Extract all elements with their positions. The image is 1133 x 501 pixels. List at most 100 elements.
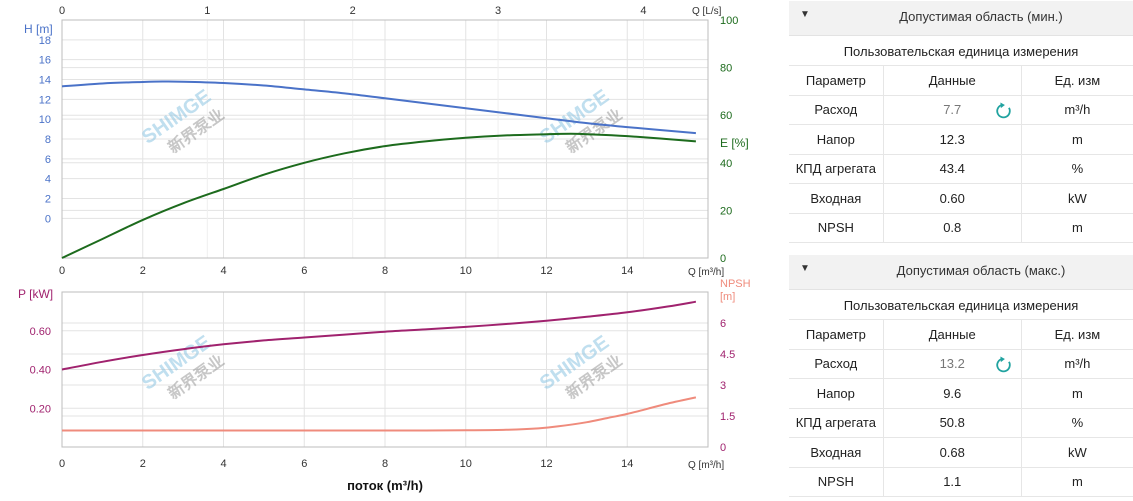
max-range-header[interactable]: ▼ Допустимая область (макс.) [789,255,1133,290]
x-tick-label: 14 [621,458,633,470]
y-axis-label: P [kW] [18,287,53,301]
col-unit: Ед. изм [1021,66,1133,96]
npsh-value: 0.8 [882,213,1022,243]
y2-tick-label: 3 [720,380,726,392]
flow-value[interactable]: 7.7 [943,102,962,118]
refresh-icon[interactable] [995,355,1013,374]
y2-tick-label: 0 [720,253,726,265]
max-range-table: Параметр Данные Ед. изм Расход 13.2 m³/h… [789,320,1133,497]
refresh-icon[interactable] [995,101,1013,120]
npsh-unit: m [1021,467,1133,497]
top-tick-label: 2 [350,5,356,17]
y2-tick-label: 60 [720,110,732,122]
x-tick-label: 2 [140,458,146,470]
top-axis-label: Q [L/s] [692,6,722,17]
power-unit: kW [1021,437,1133,468]
flow-value-cell[interactable]: 7.7 [882,95,1022,125]
power-curve [61,300,697,371]
max-range-title: Допустимая область (макс.) [896,263,1066,278]
param-efficiency: КПД агрегата [789,154,884,184]
head-value: 9.6 [882,378,1022,409]
efficiency-value: 43.4 [882,154,1022,184]
param-flow: Расход [789,95,884,125]
efficiency-value: 50.8 [882,408,1022,438]
y-tick-label: 6 [45,154,51,166]
flow-value-cell[interactable]: 13.2 [882,349,1022,379]
table-row: КПД агрегата 43.4 % [789,154,1133,184]
x-tick-label: 12 [540,458,552,470]
power-value: 0.60 [882,183,1022,214]
efficiency-unit: % [1021,154,1133,184]
min-range-table: Параметр Данные Ед. изм Расход 7.7 m³/h … [789,66,1133,243]
param-power: Входная [789,183,884,214]
x-tick-label: 10 [460,265,472,277]
top-tick-label: 0 [59,5,65,17]
y-tick-label: 0.40 [30,365,51,377]
table-row: Расход 13.2 m³/h [789,349,1133,379]
x-tick-label: 6 [301,458,307,470]
table-row: КПД агрегата 50.8 % [789,408,1133,438]
x-tick-label: 14 [621,265,633,277]
y-axis-label: H [m] [24,22,53,36]
flow-axis-title: поток (m³/h) [347,478,423,493]
col-data: Данные [882,320,1022,350]
x-axis-label: Q [m³/h] [688,267,724,278]
col-data: Данные [882,66,1022,96]
param-npsh: NPSH [789,213,884,243]
param-npsh: NPSH [789,467,884,497]
y2-tick-label: 100 [720,15,738,27]
y2-tick-label: 4.5 [720,349,735,361]
y2-tick-label: 6 [720,318,726,330]
top-tick-label: 1 [204,5,210,17]
head-curve [61,80,696,135]
x-tick-label: 10 [460,458,472,470]
x-tick-label: 2 [140,265,146,277]
param-head: Напор [789,378,884,409]
table-row: Напор 12.3 m [789,124,1133,155]
param-flow: Расход [789,349,884,379]
side-panel: ▼ Допустимая область (мин.) Пользователь… [789,0,1133,501]
y-tick-label: 4 [45,174,51,186]
y2-tick-label: 0 [720,442,726,454]
efficiency-curve [61,132,696,259]
x-tick-label: 8 [382,265,388,277]
y-tick-label: 18 [39,35,51,47]
col-param: Параметр [789,320,884,350]
col-param: Параметр [789,66,884,96]
y2-axis-label: [m] [720,291,735,303]
npsh-value: 1.1 [882,467,1022,497]
x-tick-label: 6 [301,265,307,277]
param-head: Напор [789,124,884,155]
min-range-header[interactable]: ▼ Допустимая область (мин.) [789,1,1133,36]
power-value: 0.68 [882,437,1022,468]
flow-value[interactable]: 13.2 [939,356,965,372]
table-header-row: Параметр Данные Ед. изм [789,66,1133,96]
y-tick-label: 2 [45,194,51,206]
flow-unit: m³/h [1021,349,1133,379]
param-efficiency: КПД агрегата [789,408,884,438]
x-tick-label: 0 [59,265,65,277]
head-value: 12.3 [882,124,1022,155]
min-unit-label: Пользовательская единица измерения [789,39,1133,66]
col-unit: Ед. изм [1021,320,1133,350]
table-row: Входная 0.68 kW [789,437,1133,468]
npsh-unit: m [1021,213,1133,243]
y2-tick-label: 20 [720,205,732,217]
x-axis-label: Q [m³/h] [688,460,724,471]
table-row: Напор 9.6 m [789,378,1133,409]
table-row: NPSH 1.1 m [789,467,1133,497]
head-unit: m [1021,124,1133,155]
chevron-down-icon: ▼ [800,9,810,20]
efficiency-unit: % [1021,408,1133,438]
top-tick-label: 3 [495,5,501,17]
x-tick-label: 0 [59,458,65,470]
y-tick-label: 0.60 [30,326,51,338]
min-range-title: Допустимая область (мин.) [899,9,1063,24]
plot-frame [61,19,709,259]
y2-tick-label: 40 [720,158,732,170]
table-row: Входная 0.60 kW [789,183,1133,214]
